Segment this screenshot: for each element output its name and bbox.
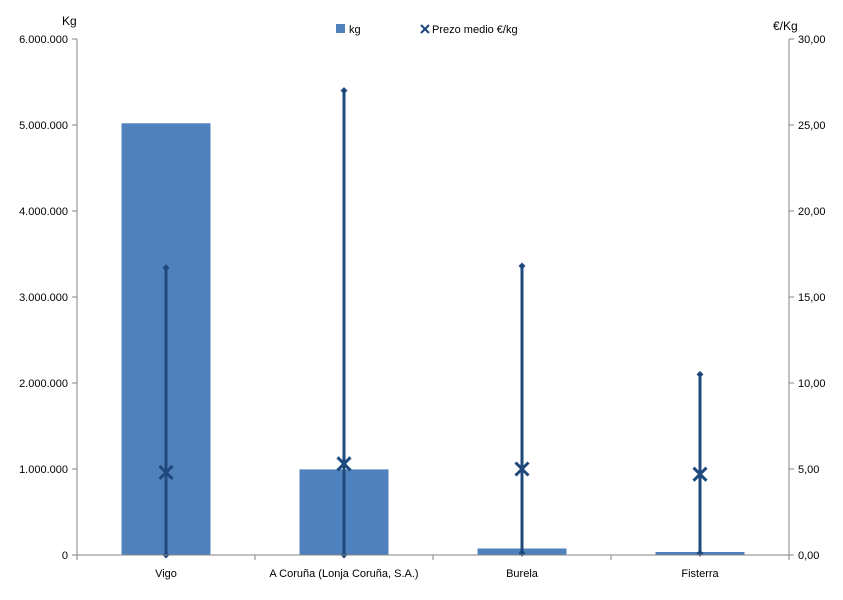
price-marker-1 xyxy=(336,456,352,472)
right-tick-label-3: 15,00 xyxy=(798,292,826,304)
right-tick-label-6: 30,00 xyxy=(798,34,826,46)
left-tick-label-4: 4.000.000 xyxy=(19,206,68,218)
x-tick-label-1: A Coruña (Lonja Coruña, S.A.) xyxy=(269,568,418,580)
left-axis-title: Kg xyxy=(62,14,77,28)
bar-series-kg xyxy=(121,123,745,556)
price-marker-3 xyxy=(692,466,708,482)
price-marker-2 xyxy=(514,461,530,477)
left-tick-label-0: 0 xyxy=(62,550,68,562)
price-marker-series xyxy=(158,456,708,482)
legend-label-kg: kg xyxy=(349,24,361,36)
legend: kg Prezo medio €/kg xyxy=(336,24,518,36)
right-tick-label-2: 10,00 xyxy=(798,378,826,390)
price-max-diamond-3 xyxy=(696,370,704,378)
x-tick-label-0: Vigo xyxy=(155,568,177,580)
price-min-diamond-3 xyxy=(696,549,704,557)
price-range-series xyxy=(162,87,704,559)
left-axis-ticks: 0 1.000.000 2.000.000 3.000.000 4.000.000 5.0… xyxy=(19,34,77,562)
right-tick-label-4: 20,00 xyxy=(798,206,826,218)
price-marker-0 xyxy=(158,464,174,481)
left-tick-label-3: 3.000.000 xyxy=(19,292,68,304)
price-max-diamond-1 xyxy=(340,87,348,95)
right-tick-label-0: 0,00 xyxy=(798,550,819,562)
legend-marker-x-icon xyxy=(420,24,430,34)
right-tick-label-5: 25,00 xyxy=(798,120,826,132)
price-max-diamond-0 xyxy=(162,264,170,272)
x-tick-label-3: Fisterra xyxy=(681,568,719,580)
legend-swatch-kg xyxy=(336,24,345,33)
price-max-diamond-2 xyxy=(518,262,526,270)
left-tick-label-5: 5.000.000 xyxy=(19,120,68,132)
left-tick-label-2: 2.000.000 xyxy=(19,378,68,390)
legend-label-price: Prezo medio €/kg xyxy=(432,24,518,36)
right-axis-title: €/Kg xyxy=(773,19,798,33)
left-tick-label-1: 1.000.000 xyxy=(19,464,68,476)
x-tick-label-2: Burela xyxy=(506,568,539,580)
right-tick-label-1: 5,00 xyxy=(798,464,819,476)
left-tick-label-6: 6.000.000 xyxy=(19,34,68,46)
right-axis-ticks: 0,00 5,00 10,00 15,00 20,00 25,00 30,00 xyxy=(789,34,826,562)
x-axis-ticks: Vigo A Coruña (Lonja Coruña, S.A.) Burela F… xyxy=(76,555,790,580)
